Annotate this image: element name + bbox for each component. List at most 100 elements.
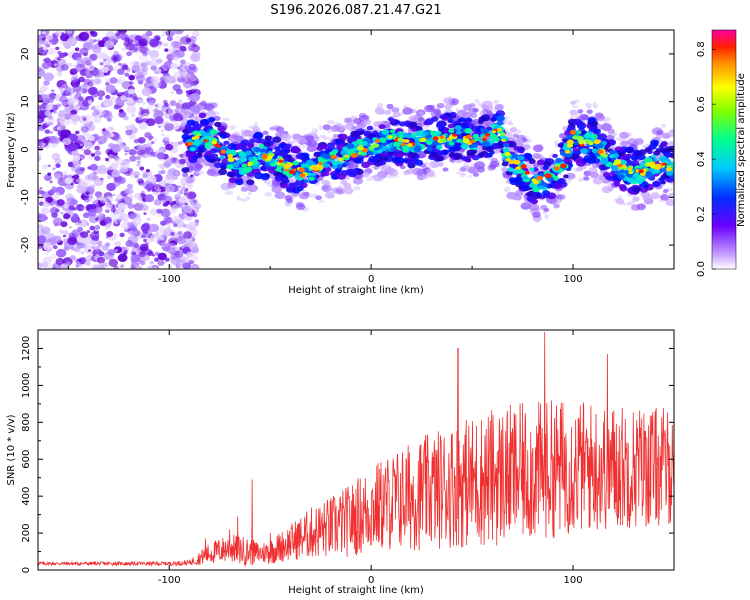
noise-speck: [153, 108, 159, 114]
track-speck: [208, 116, 216, 123]
track-speck: [308, 176, 315, 181]
noise-speck: [129, 170, 140, 179]
track-speck: [375, 154, 382, 159]
track-speck: [513, 159, 521, 165]
halo-speck: [544, 214, 550, 220]
noise-speck: [174, 218, 181, 224]
track-speck: [583, 176, 590, 181]
halo-speck: [477, 102, 482, 107]
noise-speck: [145, 169, 150, 173]
halo-speck: [322, 135, 326, 139]
track-speck: [354, 157, 364, 164]
halo-speck: [571, 105, 580, 108]
track-speck: [586, 157, 596, 164]
noise-speck: [168, 237, 178, 246]
noise-speck: [149, 59, 159, 67]
track-speck: [463, 146, 469, 150]
halo-speck: [463, 162, 470, 165]
noise-speck: [148, 138, 152, 141]
noise-speck: [117, 30, 127, 35]
y-tick-label: 800: [21, 413, 32, 432]
track-speck: [384, 110, 391, 115]
halo-speck: [587, 104, 592, 109]
noise-speck: [154, 116, 164, 125]
track-speck: [187, 141, 193, 146]
track-speck: [485, 132, 490, 137]
track-speck: [439, 114, 446, 120]
noise-speck: [118, 209, 124, 214]
track-speck: [419, 137, 426, 143]
noise-speck: [188, 44, 196, 51]
noise-speck: [171, 206, 175, 210]
halo-speck: [467, 175, 474, 178]
noise-speck: [38, 141, 43, 147]
y-tick-label: 0: [20, 146, 31, 152]
track-speck: [570, 131, 576, 135]
noise-speck: [91, 235, 100, 242]
halo-speck: [627, 200, 635, 206]
track-speck: [200, 119, 210, 126]
track-speck: [566, 139, 574, 145]
track-speck: [189, 105, 200, 113]
noise-speck: [178, 153, 183, 158]
noise-speck: [38, 44, 42, 49]
track-speck: [572, 147, 579, 153]
track-speck: [524, 170, 530, 175]
track-speck: [501, 161, 509, 167]
noise-speck: [87, 173, 98, 181]
x-tick-label: 100: [564, 274, 583, 285]
track-speck: [491, 130, 497, 134]
track-speck: [633, 149, 640, 154]
noise-speck: [102, 131, 112, 139]
noise-speck: [171, 256, 176, 260]
y-tick-label: 20: [20, 48, 31, 61]
track-speck: [503, 143, 510, 148]
noise-speck: [144, 231, 149, 235]
noise-speck: [46, 196, 54, 203]
track-speck: [426, 140, 433, 145]
noise-speck: [59, 33, 70, 42]
track-speck: [448, 147, 456, 153]
noise-speck: [170, 158, 177, 163]
track-speck: [249, 138, 256, 144]
track-speck: [510, 153, 519, 159]
halo-speck: [593, 105, 599, 109]
noise-speck: [41, 94, 49, 100]
track-speck: [555, 157, 563, 163]
track-speck: [632, 196, 640, 202]
track-speck: [227, 143, 238, 151]
track-speck: [321, 179, 330, 186]
halo-speck: [555, 190, 560, 195]
track-speck: [240, 131, 248, 137]
noise-speck: [49, 41, 53, 45]
noise-speck: [132, 217, 143, 226]
noise-speck: [90, 106, 96, 111]
track-speck: [408, 115, 419, 123]
noise-speck: [52, 154, 60, 161]
track-speck: [332, 160, 339, 166]
noise-speck: [145, 118, 156, 127]
track-speck: [515, 138, 524, 145]
track-speck: [595, 114, 606, 122]
noise-speck: [188, 187, 192, 191]
noise-speck: [87, 99, 93, 104]
noise-speck: [46, 34, 54, 41]
noise-speck: [114, 240, 122, 247]
noise-speck: [79, 143, 83, 147]
noise-speck: [191, 30, 200, 38]
noise-speck: [92, 116, 102, 124]
track-speck: [668, 192, 674, 199]
track-speck: [280, 133, 292, 142]
noise-speck: [136, 144, 143, 150]
noise-speck: [38, 213, 47, 222]
noise-speck: [119, 265, 124, 268]
track-speck: [563, 174, 569, 179]
noise-speck: [182, 79, 194, 89]
noise-speck: [105, 84, 116, 94]
track-speck: [217, 125, 226, 132]
track-speck: [414, 147, 421, 153]
track-speck: [424, 118, 434, 126]
track-speck: [482, 138, 487, 142]
track-speck: [258, 143, 265, 148]
track-speck: [644, 147, 652, 152]
